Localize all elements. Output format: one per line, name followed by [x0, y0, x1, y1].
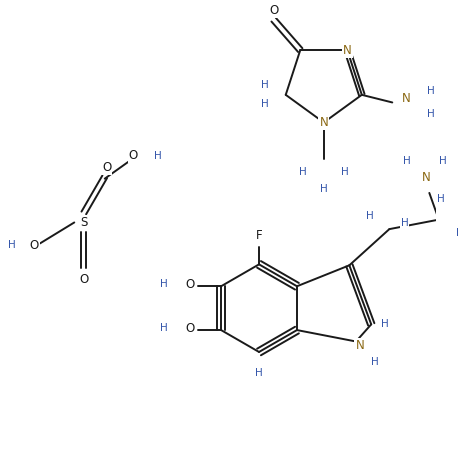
- Text: H: H: [371, 357, 379, 367]
- Text: H: H: [403, 156, 410, 166]
- Text: O: O: [185, 278, 194, 291]
- Text: H: H: [154, 151, 162, 161]
- Text: O: O: [269, 4, 278, 17]
- Text: H: H: [160, 323, 168, 333]
- Text: O: O: [30, 239, 39, 252]
- Text: H: H: [261, 99, 269, 109]
- Text: H: H: [341, 167, 349, 177]
- Text: N: N: [319, 116, 328, 129]
- Text: H: H: [437, 194, 445, 204]
- Text: H: H: [7, 240, 15, 250]
- Text: O: O: [79, 273, 88, 286]
- Text: N: N: [343, 44, 352, 57]
- Text: H: H: [261, 80, 269, 90]
- Text: O: O: [102, 161, 111, 174]
- Text: O: O: [185, 322, 194, 335]
- Text: N: N: [422, 171, 431, 184]
- Text: H: H: [426, 109, 434, 119]
- Text: N: N: [402, 92, 411, 105]
- Text: H: H: [426, 86, 434, 96]
- Text: H: H: [456, 228, 458, 238]
- Text: H: H: [255, 368, 263, 378]
- Text: S: S: [80, 216, 87, 229]
- Text: H: H: [320, 184, 327, 194]
- Text: O: O: [129, 149, 138, 162]
- Text: H: H: [366, 211, 374, 221]
- Text: H: H: [439, 156, 447, 166]
- Text: F: F: [256, 229, 262, 242]
- Text: H: H: [160, 279, 168, 289]
- Text: H: H: [299, 167, 307, 177]
- Text: H: H: [381, 319, 388, 329]
- Text: H: H: [401, 218, 409, 228]
- Text: N: N: [355, 339, 364, 352]
